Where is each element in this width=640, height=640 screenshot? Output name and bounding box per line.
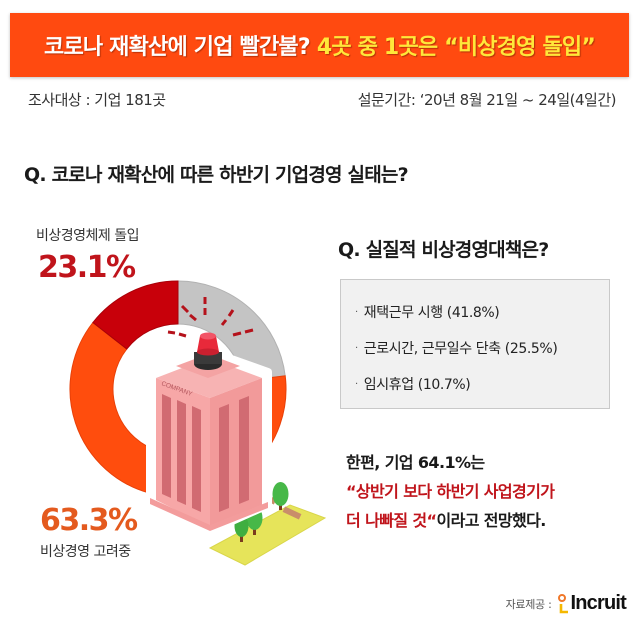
title-highlight: 4곳 중 1곳은 “비상경영 돌입” xyxy=(316,35,596,60)
donut-segment-emergency xyxy=(92,280,179,350)
bullet-icon: · xyxy=(355,306,358,318)
measure-item: · 재택근무 시행 (41.8%) xyxy=(341,294,609,330)
bullet-icon: · xyxy=(355,378,358,390)
question-2: Q. 실질적 비상경영대책은? xyxy=(338,239,549,261)
measure-item: · 근로시간, 근무일수 단축 (25.5%) xyxy=(341,330,609,366)
considering-value: 63.3% xyxy=(40,503,138,538)
alarm-flash-icon xyxy=(167,297,254,338)
incruit-logo-text: Incruit xyxy=(570,592,626,614)
emergency-label: 비상경영체제 돌입 xyxy=(36,228,140,244)
note-line-1: 한편, 기업 64.1%는 xyxy=(346,453,485,472)
measure-label: 근로시간, 근무일수 단축 (25.5%) xyxy=(363,341,558,357)
outlook-note: 한편, 기업 64.1%는 “상반기 보다 하반기 사업경기가 더 나빠질 것“… xyxy=(346,448,555,535)
measure-label: 재택근무 시행 (41.8%) xyxy=(363,305,500,321)
note-rest: 이라고 전망했다. xyxy=(436,511,546,530)
measure-label: 임시휴업 (10.7%) xyxy=(363,377,471,393)
title-main: 코로나 재확산에 기업 빨간불? xyxy=(44,35,311,60)
survey-target: 조사대상 : 기업 181곳 xyxy=(28,91,166,109)
note-quote-end: 더 나빠질 것“ xyxy=(346,511,437,530)
survey-period: 설문기간: ‘20년 8월 21일 ~ 24일(4일간) xyxy=(357,91,617,109)
incruit-logo-icon xyxy=(558,593,569,613)
measure-item: · 임시휴업 (10.7%) xyxy=(341,366,609,402)
title-banner: 코로나 재확산에 기업 빨간불? 4곳 중 1곳은 “비상경영 돌입” xyxy=(10,13,629,77)
question-1: Q. 코로나 재확산에 따른 하반기 기업경영 실태는? xyxy=(24,164,409,186)
building-illustration: COMPANY xyxy=(146,332,272,534)
tree-icon xyxy=(272,482,289,510)
considering-label: 비상경영 고려중 xyxy=(40,544,131,560)
emergency-value: 23.1% xyxy=(38,250,136,285)
note-line-3: 더 나빠질 것“이라고 전망했다. xyxy=(346,506,554,535)
note-line-2: “상반기 보다 하반기 사업경기가 xyxy=(346,482,555,501)
measures-box: · 재택근무 시행 (41.8%) · 근로시간, 근무일수 단축 (25.5%… xyxy=(340,279,610,409)
siren-icon xyxy=(194,332,222,370)
bullet-icon: · xyxy=(355,342,358,354)
source-label: 자료제공 : xyxy=(505,597,552,611)
source-credit: 자료제공 : Incruit xyxy=(505,592,627,615)
